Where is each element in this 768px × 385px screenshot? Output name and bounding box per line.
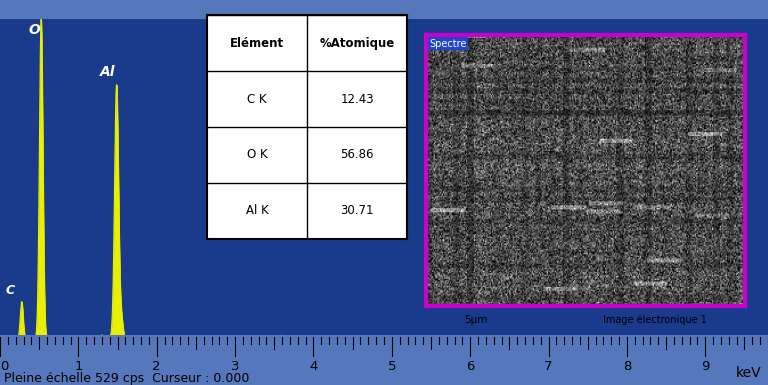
Text: C: C xyxy=(5,283,15,296)
Text: keV: keV xyxy=(736,366,762,380)
Text: Pleine échelle 529 cps  Curseur : 0.000: Pleine échelle 529 cps Curseur : 0.000 xyxy=(4,372,249,385)
Text: 3: 3 xyxy=(231,360,240,373)
Text: 1: 1 xyxy=(74,360,83,373)
Text: 0: 0 xyxy=(0,360,8,373)
Text: C K: C K xyxy=(247,93,267,105)
Text: Elément: Elément xyxy=(230,37,284,50)
Text: 12.43: 12.43 xyxy=(340,93,374,105)
Text: Image électronique 1: Image électronique 1 xyxy=(603,315,707,325)
Text: 8: 8 xyxy=(623,360,631,373)
Text: O: O xyxy=(28,23,41,37)
Text: 5μm: 5μm xyxy=(465,315,488,325)
Text: 4: 4 xyxy=(310,360,318,373)
Text: 30.71: 30.71 xyxy=(340,204,374,217)
Text: Spectre: Spectre xyxy=(429,39,467,49)
Text: 6: 6 xyxy=(466,360,475,373)
Text: 2: 2 xyxy=(153,360,161,373)
Text: O K: O K xyxy=(247,149,267,161)
Text: 7: 7 xyxy=(545,360,553,373)
Text: 56.86: 56.86 xyxy=(340,149,374,161)
Text: Al K: Al K xyxy=(246,204,269,217)
Text: Al: Al xyxy=(101,65,116,79)
Text: 5: 5 xyxy=(388,360,396,373)
Text: 9: 9 xyxy=(701,360,710,373)
Text: %Atomique: %Atomique xyxy=(319,37,395,50)
